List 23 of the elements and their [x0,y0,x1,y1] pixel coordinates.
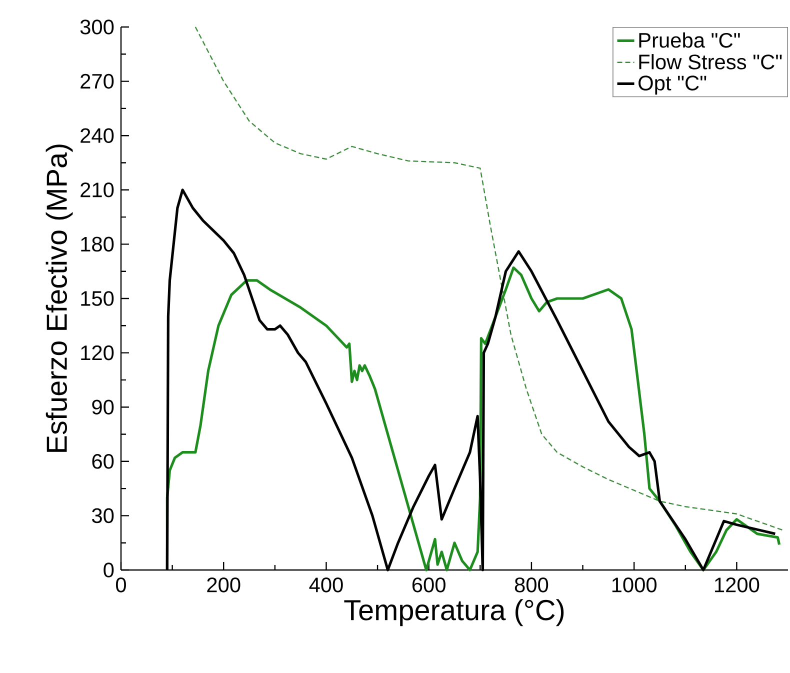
y-tick-label: 210 [80,182,114,198]
x-axis-title: Temperatura (°C) [344,599,564,626]
x-tick-label: 200 [207,578,240,592]
y-tick-label: 150 [81,291,114,306]
y-axis-title: Esfuerzo Efectivo (MPa) [46,144,73,452]
x-tick-label: 800 [514,578,548,592]
legend-label: Prueba "C" [639,32,740,48]
x-tick-label: 400 [309,578,343,592]
legend-label: Opt "C" [638,76,706,95]
x-tick-label: 0 [116,578,126,592]
y-tick-label: 30 [92,508,114,524]
x-tick-label: 1000 [612,578,657,592]
y-tick-label: 270 [80,74,114,89]
y-tick-label: 0 [104,562,114,578]
x-tick-label: 1200 [715,578,760,592]
y-tick-label: 60 [92,454,114,469]
y-tick-label: 180 [81,236,114,252]
y-tick-label: 240 [80,128,114,143]
y-tick-label: 90 [92,400,114,415]
x-tick-label: 600 [412,578,446,592]
y-tick-label: 300 [80,20,114,34]
legend-label: Flow Stress "C" [639,54,782,70]
y-tick-label: 120 [81,345,114,360]
